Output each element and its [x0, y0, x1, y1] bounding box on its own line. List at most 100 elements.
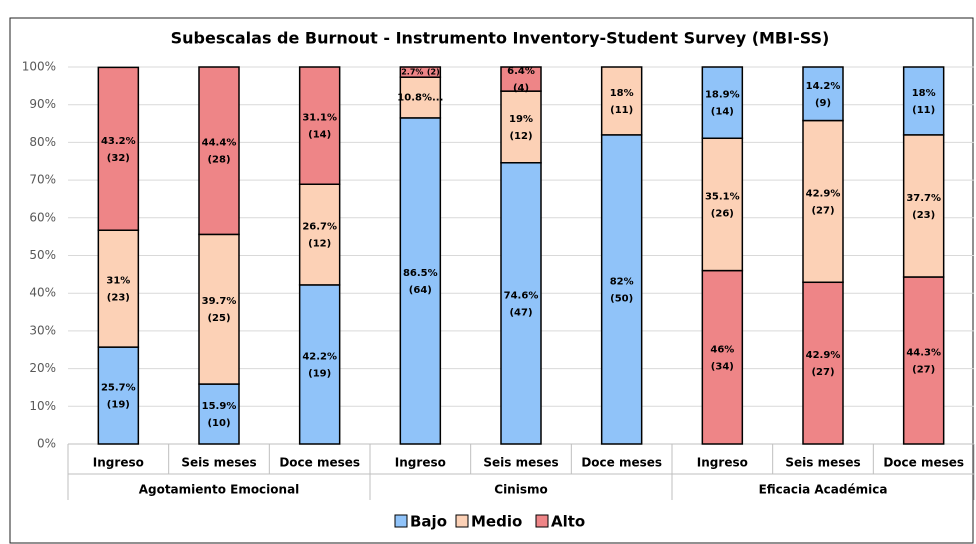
legend-swatch: [394, 514, 408, 528]
data-label: (19): [308, 368, 331, 379]
bar-segment: [97, 346, 140, 445]
data-label: 25.7%: [101, 383, 136, 394]
y-tick-label: 30%: [29, 323, 56, 337]
data-label: 37.7%: [906, 193, 941, 204]
data-label: 46%: [710, 344, 734, 355]
bar-segment: [600, 66, 643, 136]
data-label: (11): [912, 105, 935, 116]
bar-segment: [97, 229, 140, 348]
data-label: 43.2%: [101, 136, 136, 147]
x-tick-label: Ingreso: [395, 456, 446, 470]
bar-segment: [902, 66, 945, 136]
data-label: (25): [207, 313, 230, 324]
data-label: 14.2%: [806, 81, 841, 92]
bar-segment: [902, 276, 945, 445]
data-label: 44.3%: [906, 347, 941, 358]
data-label: 19%: [509, 114, 533, 125]
legend-label: Medio: [471, 513, 522, 531]
bar-segment: [399, 117, 442, 445]
y-tick-label: 40%: [29, 286, 56, 300]
data-label: (47): [509, 307, 532, 318]
bar-segment: [500, 90, 542, 164]
x-tick-label: Seis meses: [483, 456, 558, 470]
legend-label: Bajo: [410, 513, 447, 531]
chart-title: Subescalas de Burnout - Instrumento Inve…: [171, 29, 830, 48]
bar-segment: [399, 66, 442, 78]
bar-segment: [97, 66, 140, 231]
x-tick-label: Seis meses: [181, 456, 256, 470]
data-label: (27): [912, 364, 935, 375]
data-label: (28): [207, 155, 230, 166]
data-label: (2): [427, 68, 440, 77]
data-label: 18%: [610, 88, 634, 99]
data-label: (27): [811, 367, 834, 378]
bar-segment: [198, 383, 240, 445]
data-label: 39.7%: [202, 296, 237, 307]
data-label: 6.4%: [507, 66, 535, 77]
data-label: 42.9%: [806, 350, 841, 361]
data-label: 82%: [610, 276, 634, 287]
y-tick-label: 0%: [37, 437, 56, 451]
data-label: 86.5%: [403, 268, 438, 279]
bar-segment: [298, 66, 341, 185]
data-label: 15.9%: [202, 401, 237, 412]
data-label: (14): [308, 130, 331, 141]
y-tick-label: 80%: [29, 135, 56, 149]
data-label: 26.7%: [302, 222, 337, 233]
data-label: (26): [711, 208, 734, 219]
data-label: (34): [711, 361, 734, 372]
bar-segment: [802, 66, 844, 122]
data-label: 18.9%: [705, 90, 740, 101]
data-label: (12): [509, 131, 532, 142]
data-label: (4): [513, 83, 529, 94]
bar-segment: [298, 284, 341, 445]
data-label: 42.2%: [302, 351, 337, 362]
y-tick-label: 90%: [29, 97, 56, 111]
bar-segment: [802, 281, 844, 445]
data-label: (19): [107, 400, 130, 411]
data-label: 44.4%: [202, 138, 237, 149]
bar-segment: [298, 183, 341, 286]
y-tick-label: 100%: [22, 60, 56, 74]
data-label: (50): [610, 293, 633, 304]
data-label: 74.6%: [504, 290, 539, 301]
y-tick-label: 70%: [29, 173, 56, 187]
x-tick-label: Doce meses: [279, 456, 360, 470]
data-label: (10): [207, 418, 230, 429]
x-tick-label: Ingreso: [93, 456, 144, 470]
y-tick-label: 10%: [29, 399, 56, 413]
bar-segment: [600, 134, 643, 445]
data-label: (9): [815, 98, 831, 109]
x-tick-label: Ingreso: [697, 456, 748, 470]
data-label: (27): [811, 205, 834, 216]
data-label: 42.9%: [806, 188, 841, 199]
legend-swatch: [535, 514, 549, 528]
data-label: 35.1%: [705, 191, 740, 202]
legend-label: Alto: [551, 513, 585, 531]
data-label: (11): [610, 105, 633, 116]
group-label: Agotamiento Emocional: [139, 483, 300, 497]
group-label: Eficacia Académica: [759, 483, 888, 497]
data-label: (23): [107, 293, 130, 304]
data-label: 18%: [912, 88, 936, 99]
x-tick-label: Doce meses: [581, 456, 662, 470]
bar-segment: [802, 119, 844, 284]
legend-swatch: [455, 514, 469, 528]
bar-segment: [198, 66, 240, 236]
data-label: 31%: [106, 276, 130, 287]
x-tick-label: Seis meses: [785, 456, 860, 470]
bar-segment: [701, 137, 744, 272]
data-label: (14): [711, 107, 734, 118]
data-label: (23): [912, 210, 935, 221]
data-label: (64): [409, 285, 432, 296]
data-label: (12): [308, 239, 331, 250]
group-label: Cinismo: [494, 483, 547, 497]
y-tick-label: 20%: [29, 361, 56, 375]
bar-segment: [500, 162, 542, 445]
data-label: (32): [107, 153, 130, 164]
bar-segment: [701, 66, 744, 140]
data-label: 2.7%: [401, 68, 423, 77]
y-tick-label: 60%: [29, 210, 56, 224]
bar-segment: [902, 134, 945, 278]
